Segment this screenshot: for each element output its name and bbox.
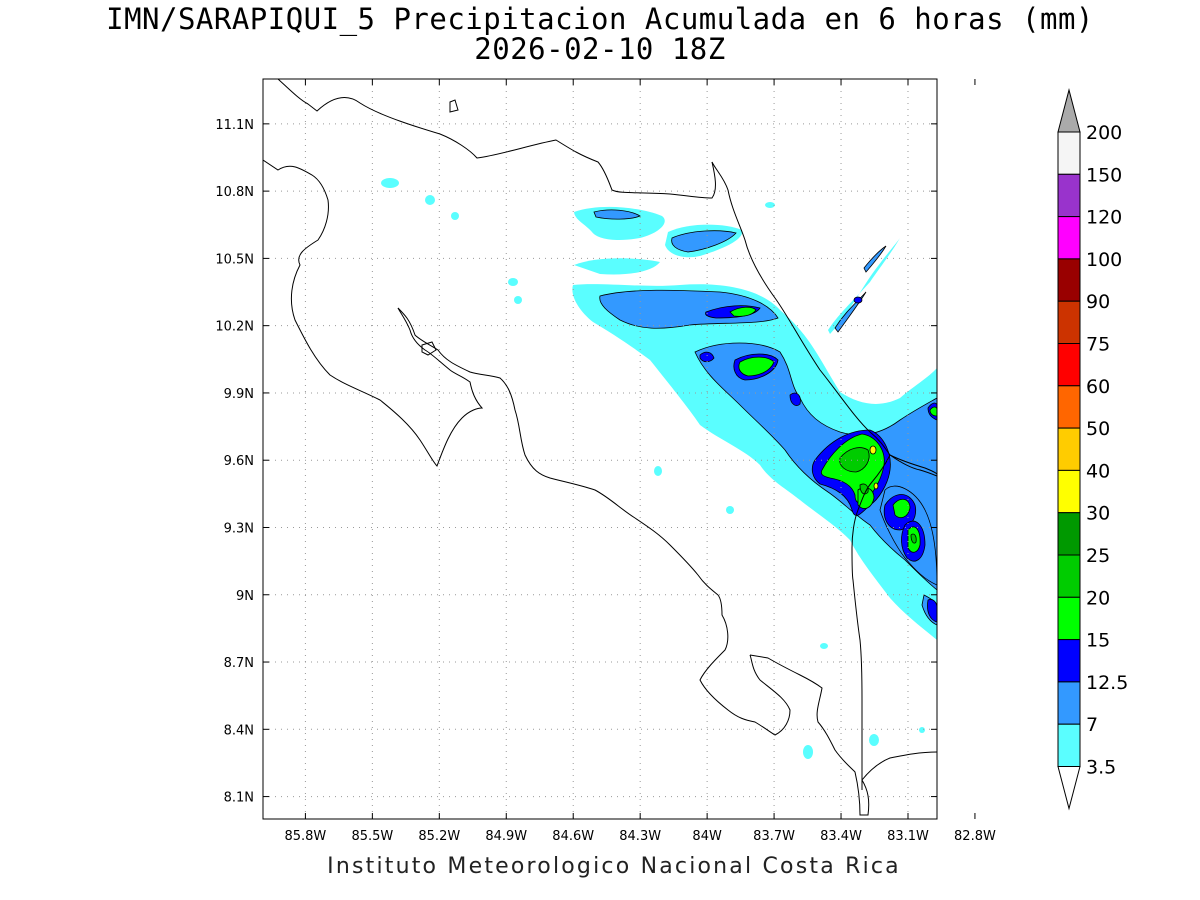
coastlines-and-borders	[263, 79, 937, 816]
lon-tick-label: 83.7W	[753, 829, 795, 844]
colorbar-segment	[1057, 131, 1081, 175]
lon-tick-label: 84.6W	[552, 829, 594, 844]
lon-tick-label: 83.1W	[887, 829, 929, 844]
colorbar-segment	[1057, 385, 1081, 429]
nicoya-island	[421, 341, 437, 356]
lat-tick-label: 10.8N	[215, 185, 254, 200]
map-grid	[263, 79, 937, 819]
lon-tick-label: 84W	[692, 829, 722, 844]
colorbar-label: 40	[1086, 460, 1110, 482]
colorbar-label: 25	[1086, 545, 1110, 567]
colorbar-segment	[1057, 173, 1081, 218]
colorbar-label: 50	[1086, 418, 1110, 440]
colorbar-label: 15	[1086, 630, 1110, 652]
colorbar-segment	[1057, 639, 1081, 683]
colorbar-segment	[1057, 258, 1081, 302]
precipitation-colorbar: 3.5 7 12.5 15 20 25 30 40 50 60 75 90 100 120 150 200	[1057, 88, 1128, 811]
lat-tick-label: 8.1N	[224, 791, 254, 806]
map-title: IMN/SARAPIQUI_5 Precipitacion Acumulada …	[106, 2, 1094, 36]
lat-tick-label: 8.4N	[224, 723, 254, 738]
lon-tick-label: 82.8W	[954, 829, 996, 844]
colorbar-segment	[1057, 300, 1081, 345]
costa-rica-panama-border	[851, 454, 891, 790]
plot-frame	[262, 78, 938, 820]
lat-tick-label: 10.2N	[215, 320, 254, 335]
precip-intense-areas	[839, 447, 917, 544]
colorbar-segment	[1057, 723, 1081, 768]
colorbar-label: 100	[1086, 249, 1122, 271]
lon-tick-label: 85.5W	[351, 829, 393, 844]
lake-nicaragua-island	[449, 99, 459, 113]
colorbar-segment	[1057, 427, 1081, 471]
longitude-axis: 85.8W 85.5W 85.2W 84.9W 84.6W 84.3W 84W 83.7W 83…	[284, 79, 996, 844]
colorbar-above-triangle	[1057, 88, 1081, 133]
lon-tick-label: 85.8W	[284, 829, 326, 844]
colorbar-segment	[1057, 469, 1081, 514]
colorbar-label: 7	[1086, 714, 1098, 736]
colorbar-label: 75	[1086, 334, 1110, 356]
colorbar-segment	[1057, 216, 1081, 260]
colorbar-label: 12.5	[1086, 672, 1128, 694]
precip-extreme-areas	[869, 445, 879, 490]
gulf-of-nicoya-coast	[397, 307, 791, 736]
lat-tick-label: 10.5N	[215, 252, 254, 267]
lat-tick-label: 9N	[236, 589, 254, 604]
osa-peninsula-coast	[749, 654, 937, 816]
lat-tick-label: 9.6N	[224, 454, 254, 469]
colorbar-segment	[1057, 681, 1081, 725]
colorbar-label: 3.5	[1086, 757, 1116, 779]
colorbar-segment	[1057, 343, 1081, 387]
lat-tick-label: 8.7N	[224, 656, 254, 671]
lon-tick-label: 83.4W	[820, 829, 862, 844]
colorbar-segment	[1057, 512, 1081, 556]
latitude-axis: 11.1N 10.8N 10.5N 10.2N 9.9N 9.6N 9.3N 9N 8.7N 8.…	[215, 118, 937, 806]
colorbar-label: 20	[1086, 587, 1110, 609]
nicoya-pacific-coast	[263, 159, 484, 467]
lon-tick-label: 85.2W	[418, 829, 460, 844]
colorbar-below-triangle	[1057, 766, 1081, 811]
colorbar-label: 60	[1086, 376, 1110, 398]
lon-tick-label: 84.3W	[619, 829, 661, 844]
lat-tick-label: 9.3N	[224, 521, 254, 536]
lat-tick-label: 9.9N	[224, 387, 254, 402]
caribbean-coast	[711, 161, 937, 475]
bocas-border	[889, 454, 937, 477]
lon-tick-label: 84.9W	[485, 829, 527, 844]
lat-tick-label: 11.1N	[215, 118, 254, 133]
colorbar-segment	[1057, 596, 1081, 641]
map-datetime: 2026-02-10 18Z	[474, 32, 726, 66]
precipitation-field	[381, 178, 937, 759]
footer-credit: Instituto Meteorologico Nacional Costa R…	[327, 854, 901, 879]
colorbar-label: 30	[1086, 503, 1110, 525]
colorbar-label: 150	[1086, 164, 1122, 186]
colorbar-label: 120	[1086, 207, 1122, 229]
colorbar-label: 200	[1086, 122, 1122, 144]
colorbar-segment	[1057, 554, 1081, 598]
nicaragua-costa-rica-border	[277, 79, 716, 199]
colorbar-label: 90	[1086, 291, 1110, 313]
